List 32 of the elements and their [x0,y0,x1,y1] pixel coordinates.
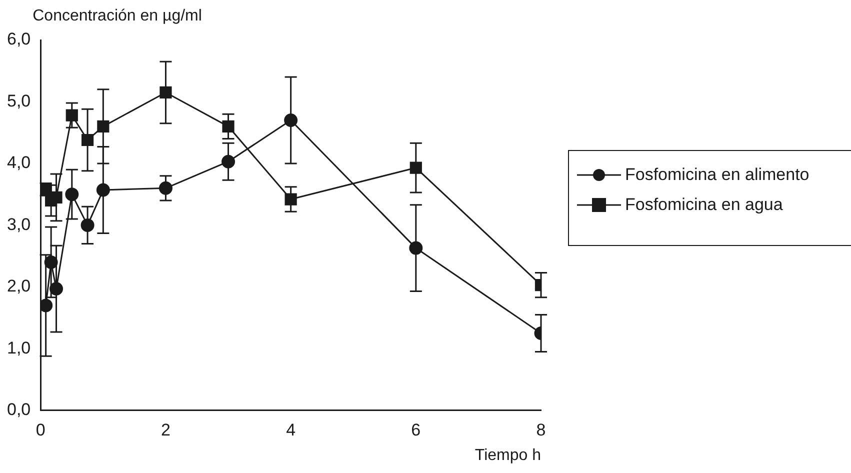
y-tick-label: 0,0 [6,400,31,420]
point [81,134,94,146]
point [50,191,62,204]
legend-label: Fosfomicina en alimento [625,164,810,186]
point [158,181,172,195]
y-tick-label: 3,0 [6,214,31,234]
point [222,120,234,132]
y-tick-label: 1,0 [6,338,31,358]
point [160,86,172,99]
point [66,109,78,122]
point [96,183,110,197]
point [65,188,79,202]
x-tick-label: 2 [160,420,170,440]
point [409,241,423,255]
y-tick-label: 6,0 [6,30,31,49]
y-tick-label: 4,0 [6,153,31,172]
x-tick-label: 4 [286,420,296,440]
legend-label: Fosfomicina en agua [625,194,783,216]
point [410,162,422,174]
x-tick-label: 6 [411,420,421,440]
point [80,218,94,232]
point [284,114,298,128]
y-tick-label: 5,0 [6,91,31,110]
point [222,154,236,168]
y-axis-title: Concentración en µg/ml [32,7,202,24]
point [97,120,110,132]
point [284,193,297,206]
x-tick-label: 8 [536,420,546,440]
x-axis-title: Tiempo h [474,446,541,464]
x-tick-label: 0 [36,420,46,440]
point [50,282,64,296]
y-tick-label: 2,0 [6,276,31,296]
